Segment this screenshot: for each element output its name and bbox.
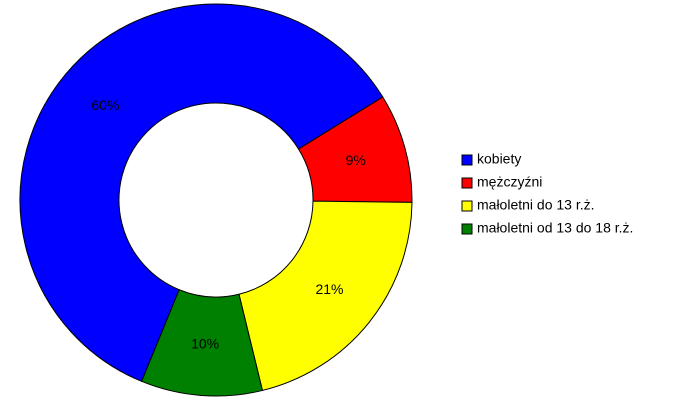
legend-swatch (461, 177, 473, 189)
legend-label: małoletni od 13 do 18 r.ż. (477, 220, 633, 236)
legend-swatch (461, 200, 473, 212)
legend-label: kobiety (477, 151, 521, 167)
legend-label: mężczyźni (477, 174, 542, 190)
legend-swatch (461, 154, 473, 166)
donut-slice (238, 200, 413, 392)
data-label: 10% (191, 335, 219, 351)
data-label: 21% (315, 281, 343, 297)
data-label: 60% (91, 97, 119, 113)
donut-slice (19, 3, 384, 382)
donut-slice (140, 289, 264, 397)
legend-label: małoletni do 13 r.ż. (477, 197, 595, 213)
data-label: 9% (346, 152, 366, 168)
legend-swatch (461, 223, 473, 235)
